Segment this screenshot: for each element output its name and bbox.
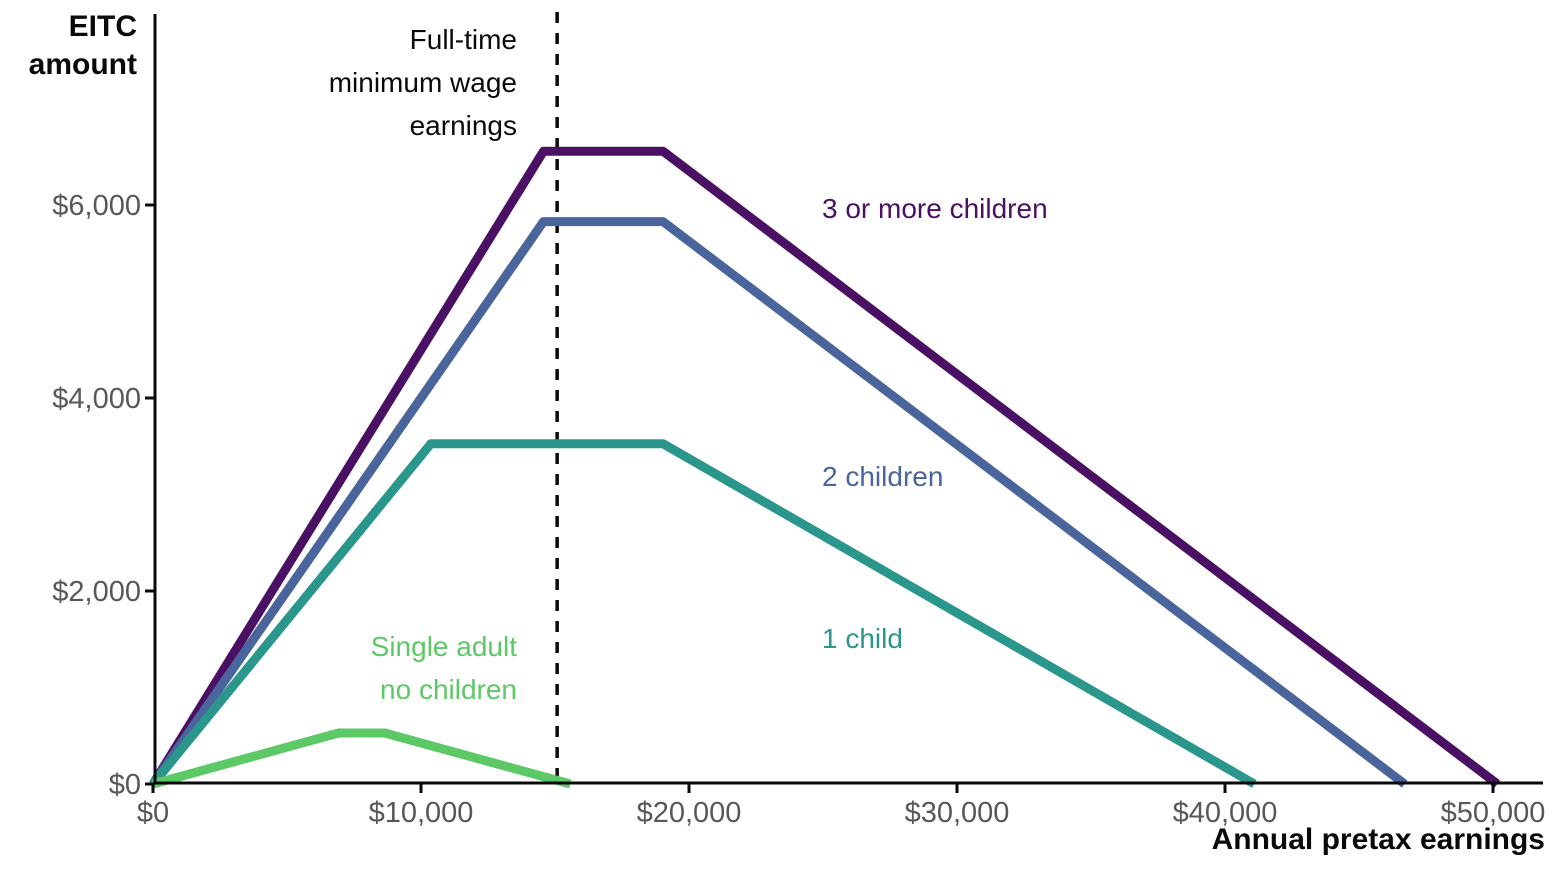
x-axis-tick-label: $20,000	[637, 797, 742, 829]
series-label-3-or-more-children: 3 or more children	[822, 193, 1048, 224]
x-axis-tick-label: $40,000	[1173, 797, 1278, 829]
series-line-1	[149, 146, 1501, 788]
series-label-single-adult-no-children: Single adult no children	[370, 631, 517, 705]
x-axis-tick-label: $10,000	[369, 797, 474, 829]
y-axis-tick-label: $2,000	[52, 576, 141, 608]
series-label-1-child: 1 child	[822, 623, 903, 654]
y-axis-tick-label: $0	[109, 769, 141, 801]
y-axis-tick-label: $6,000	[52, 190, 141, 222]
x-axis-title: Annual pretax earnings	[1211, 823, 1545, 856]
x-axis-tick-label: $50,000	[1441, 797, 1546, 829]
x-axis-tick-label: $30,000	[905, 797, 1010, 829]
series-line-4	[151, 728, 572, 789]
reference-line-label: Full-time minimum wage earnings	[328, 24, 517, 141]
series-label-2-children: 2 children	[822, 461, 944, 492]
y-axis-title: EITC amount	[28, 10, 137, 81]
series-line-2	[149, 217, 1408, 788]
series-line-3	[149, 439, 1257, 788]
x-axis-tick-label: $0	[137, 797, 169, 829]
y-axis-tick-label: $4,000	[52, 383, 141, 415]
